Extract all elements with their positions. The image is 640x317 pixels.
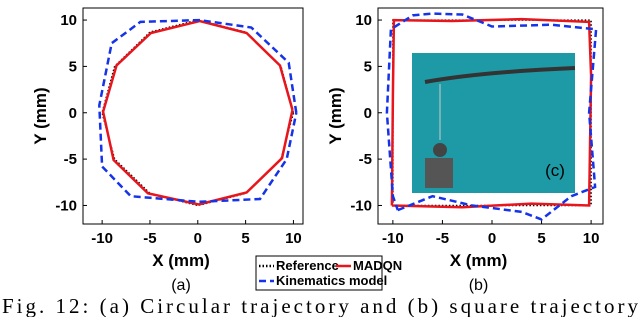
- x-tick-label: -10: [382, 230, 404, 247]
- inset-photo: [412, 53, 576, 193]
- x-tick-label: 10: [285, 230, 302, 247]
- y-tick-label: 0: [364, 105, 372, 122]
- y-tick-label: -10: [350, 197, 372, 214]
- legend-label: Kinematics model: [276, 273, 387, 288]
- series-line: [385, 12, 598, 221]
- series-line: [101, 19, 294, 206]
- series-line: [390, 17, 593, 209]
- legend-label: Reference: [276, 258, 339, 273]
- panel-label: (a): [171, 277, 191, 294]
- inset-label: (c): [545, 161, 565, 180]
- legend-label: MADQN: [353, 258, 402, 273]
- x-tick-label: -5: [436, 230, 449, 247]
- x-axis-label: X (mm): [450, 251, 508, 270]
- plots: -10 -5 0 5 10 -10 -5 0 5 10 X (mm) Y (mm) (a) -10 -5 0 5…: [31, 7, 604, 294]
- y-tick-label: 10: [355, 12, 372, 29]
- series-line: [98, 18, 298, 204]
- y-tick-label: 10: [60, 12, 77, 29]
- y-tick-label: 5: [364, 58, 372, 75]
- x-tick-label: -5: [143, 230, 156, 247]
- y-tick-label: -5: [359, 151, 372, 168]
- x-tick-label: -10: [91, 230, 113, 247]
- y-axis-label: Y (mm): [326, 87, 345, 144]
- x-axis-label: X (mm): [152, 251, 210, 270]
- panel-label: (b): [469, 277, 489, 294]
- plot-frame: [82, 7, 304, 225]
- x-tick-label: 5: [537, 230, 545, 247]
- x-tick-label: 0: [488, 230, 496, 247]
- caption: Fig. 12: (a) Circular trajectory and (b)…: [2, 294, 639, 317]
- x-tick-label: 5: [241, 230, 249, 247]
- x-tick-label: 10: [583, 230, 600, 247]
- y-tick-label: 5: [69, 58, 77, 75]
- y-axis-label: Y (mm): [31, 87, 50, 144]
- y-tick-label: -5: [64, 151, 77, 168]
- plot-frame: [377, 7, 604, 225]
- y-tick-label: 0: [69, 105, 77, 122]
- legend-box: [255, 255, 383, 291]
- x-tick-label: 0: [194, 230, 202, 247]
- y-tick-label: -10: [55, 197, 77, 214]
